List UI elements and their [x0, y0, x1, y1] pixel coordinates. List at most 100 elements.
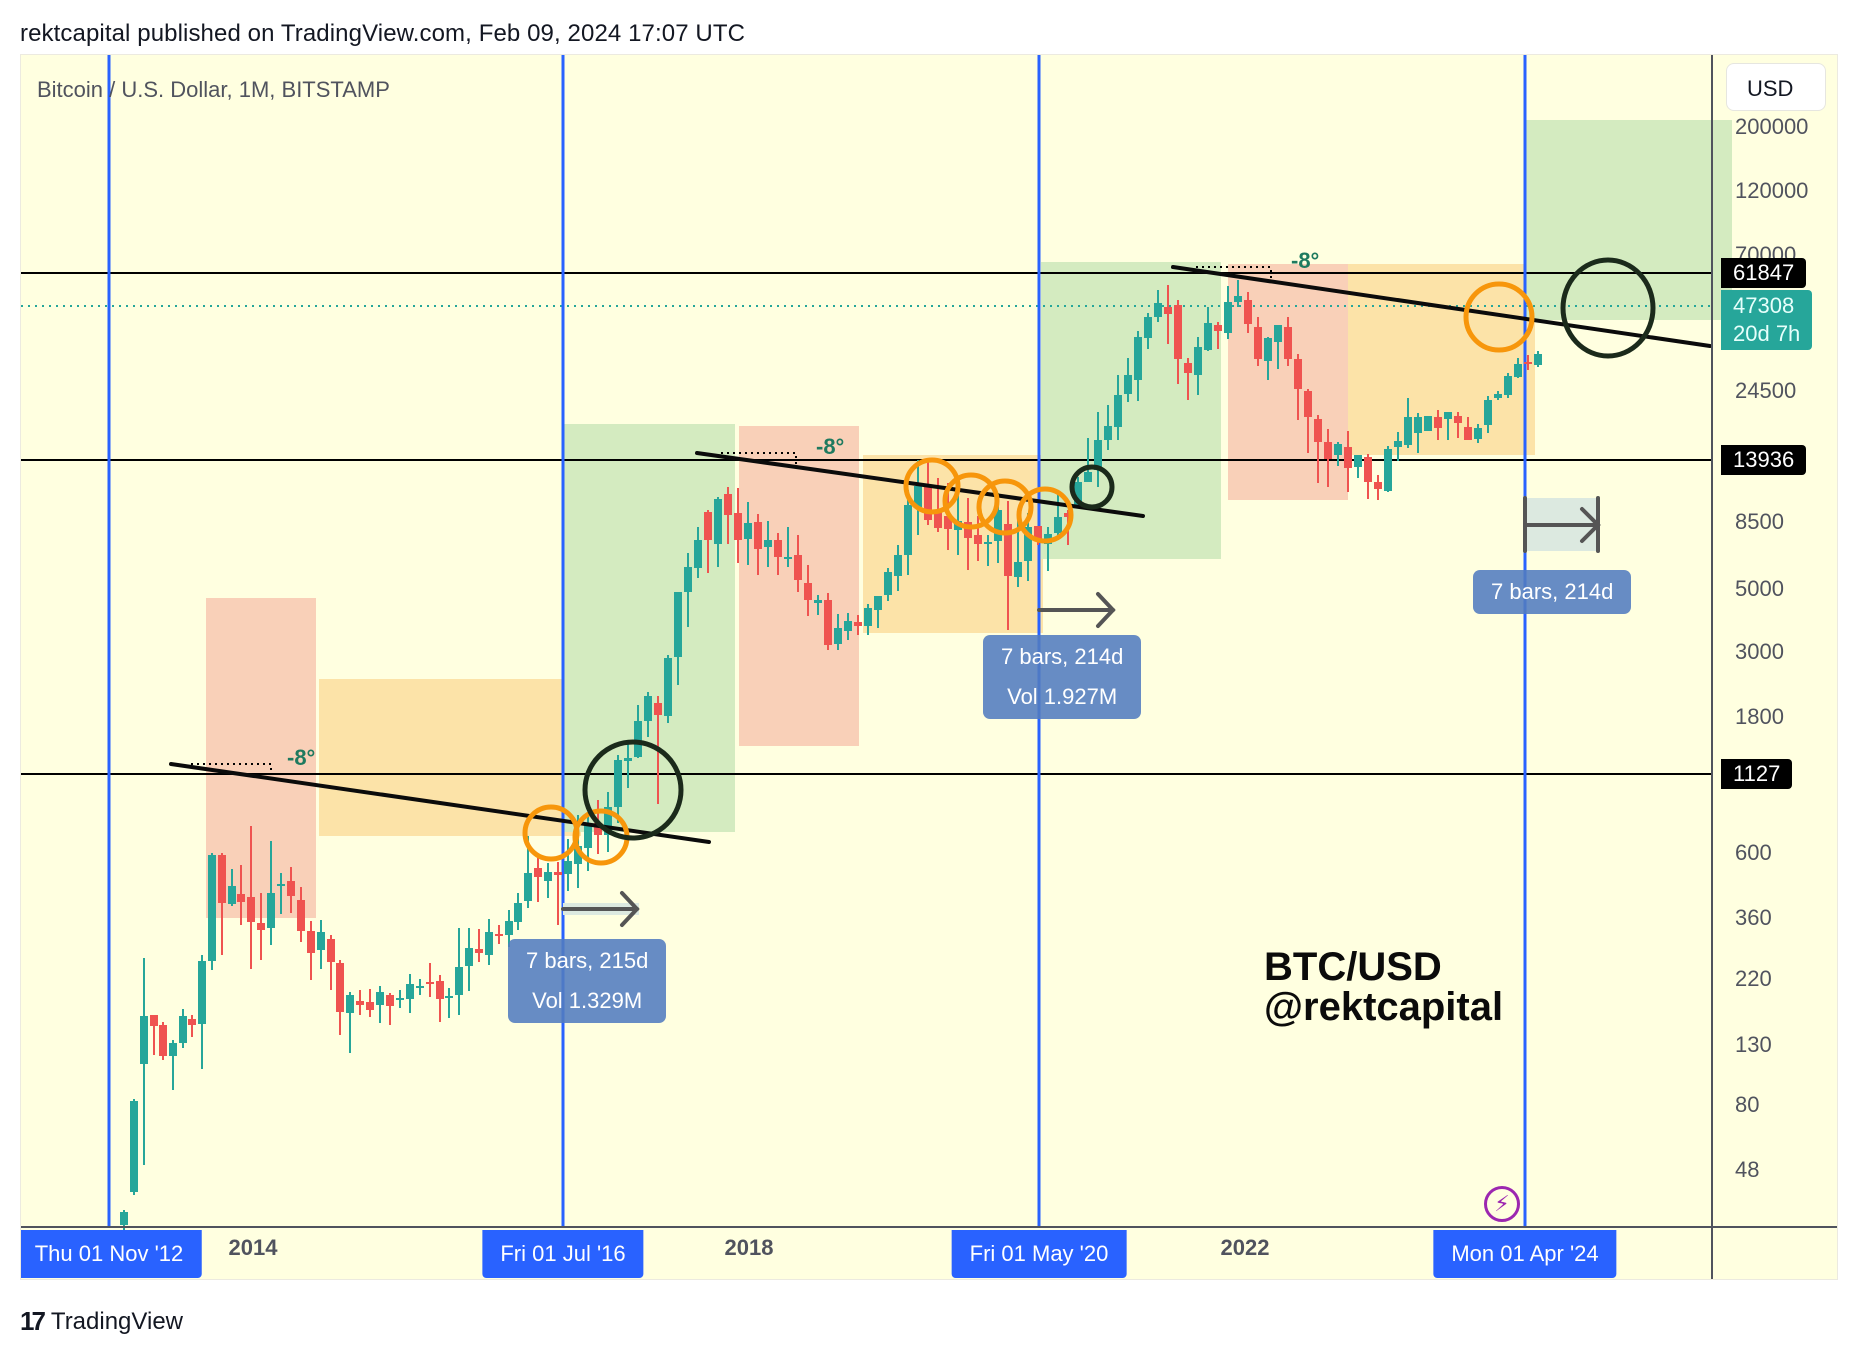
currency-button[interactable]: USD	[1726, 63, 1826, 111]
black-circle	[1560, 257, 1656, 359]
price-tick: 8500	[1735, 509, 1784, 534]
angle-label: -8°	[287, 745, 316, 770]
bull-candle	[584, 825, 592, 848]
bull-candle	[1074, 482, 1082, 508]
bear-candle	[150, 1015, 158, 1026]
bear-candle	[218, 855, 226, 903]
bear-candle	[974, 535, 982, 544]
price-tick: 3000	[1735, 639, 1784, 664]
candlestick-plot[interactable]	[21, 55, 1838, 1280]
bull-candle	[1084, 472, 1092, 482]
bear-candle	[287, 881, 295, 896]
bear-candle	[594, 823, 602, 835]
bull-candle	[140, 1016, 148, 1064]
lightning-event-icon[interactable]: ⚡	[1484, 1186, 1520, 1222]
bull-candle	[416, 986, 424, 988]
bull-candle	[406, 984, 414, 999]
bull-candle	[1194, 347, 1202, 375]
price-tick: 48	[1735, 1157, 1760, 1182]
bull-candle	[1264, 338, 1272, 361]
bear-candle	[1294, 359, 1302, 389]
orange-circle	[1463, 281, 1535, 353]
bull-candle	[1054, 517, 1062, 533]
bull-candle	[1234, 296, 1242, 302]
bear-candle	[854, 622, 862, 626]
watermark: BTC/USD @rektcapital	[1264, 945, 1504, 1029]
bull-candle	[396, 998, 404, 1000]
bull-candle	[267, 893, 275, 928]
tradingview-footer[interactable]: 17 TradingView	[20, 1306, 183, 1337]
chart-frame[interactable]: Bitcoin / U.S. Dollar, 1M, BITSTAMP -8° …	[20, 54, 1838, 1280]
bull-candle	[317, 932, 325, 950]
bull-candle	[1144, 317, 1152, 338]
price-tick: 220	[1735, 966, 1772, 991]
bull-candle	[1354, 455, 1362, 467]
published-header: rektcapital published on TradingView.com…	[20, 20, 746, 47]
bull-candle	[198, 961, 206, 1024]
time-marker-label: Fri 01 May '20	[951, 1230, 1127, 1278]
bull-candle	[894, 555, 902, 576]
bull-candle	[1124, 375, 1132, 394]
bull-candle	[524, 873, 532, 901]
bull-candle	[130, 1101, 138, 1192]
bull-candle	[208, 855, 216, 961]
bull-candle	[277, 884, 285, 886]
zone-green-2024	[1525, 120, 1732, 320]
bull-candle	[644, 696, 652, 721]
bull-candle	[1104, 426, 1112, 440]
bull-candle	[1404, 417, 1412, 445]
bear-candle	[1304, 391, 1312, 417]
bear-candle	[1434, 417, 1442, 428]
price-tick: 120000	[1735, 178, 1809, 203]
bear-candle	[704, 512, 712, 540]
bull-candle	[505, 921, 513, 935]
price-tick: 200000	[1735, 114, 1809, 139]
price-tick: 1800	[1735, 704, 1784, 729]
bull-candle	[684, 567, 692, 592]
bear-candle	[1004, 524, 1012, 576]
bull-candle	[1504, 376, 1512, 395]
bear-candle	[159, 1025, 167, 1056]
time-tick: 2014	[228, 1235, 278, 1260]
bull-candle	[1494, 394, 1502, 398]
bull-candle	[864, 608, 872, 626]
bull-candle	[634, 721, 642, 757]
bull-candle	[465, 948, 473, 966]
angle-label: -8°	[1291, 248, 1320, 273]
bear-candle	[1214, 325, 1222, 331]
bull-candle	[1484, 400, 1492, 425]
zone-orange-2015	[319, 679, 581, 836]
bull-candle	[984, 542, 992, 544]
bear-candle	[734, 513, 742, 540]
bull-candle	[455, 967, 463, 995]
bull-candle	[574, 846, 582, 864]
price-tick: 24500	[1735, 378, 1797, 403]
bear-candle	[754, 522, 762, 549]
bear-candle	[237, 894, 245, 902]
bear-candle	[1254, 327, 1262, 359]
bear-candle	[824, 600, 832, 645]
bear-candle	[1454, 416, 1462, 423]
measure-tooltip: 7 bars, 215d Vol 1.329M	[508, 939, 667, 1023]
bear-candle	[327, 939, 335, 962]
bear-candle	[1164, 307, 1172, 314]
bull-candle	[784, 557, 792, 559]
bear-candle	[1174, 305, 1182, 359]
bull-candle	[1414, 417, 1422, 433]
measure-tooltip: 7 bars, 214d Vol 1.927M	[983, 635, 1142, 719]
bear-candle	[386, 995, 394, 1006]
bull-candle	[764, 540, 772, 547]
symbol-title: Bitcoin / U.S. Dollar, 1M, BITSTAMP	[37, 77, 390, 102]
bull-candle	[1444, 412, 1452, 419]
bear-candle	[924, 485, 932, 520]
bear-candle	[1244, 300, 1252, 324]
bear-candle	[1184, 363, 1192, 373]
orange-circle	[976, 478, 1034, 536]
bear-candle	[794, 555, 802, 580]
black-circle	[1069, 464, 1115, 510]
bull-candle	[1334, 444, 1342, 455]
current-price-label: 47308 20d 7h	[1721, 290, 1813, 350]
bear-candle	[366, 1002, 374, 1010]
price-level-label: 61847	[1721, 258, 1807, 288]
bull-candle	[1094, 440, 1102, 470]
